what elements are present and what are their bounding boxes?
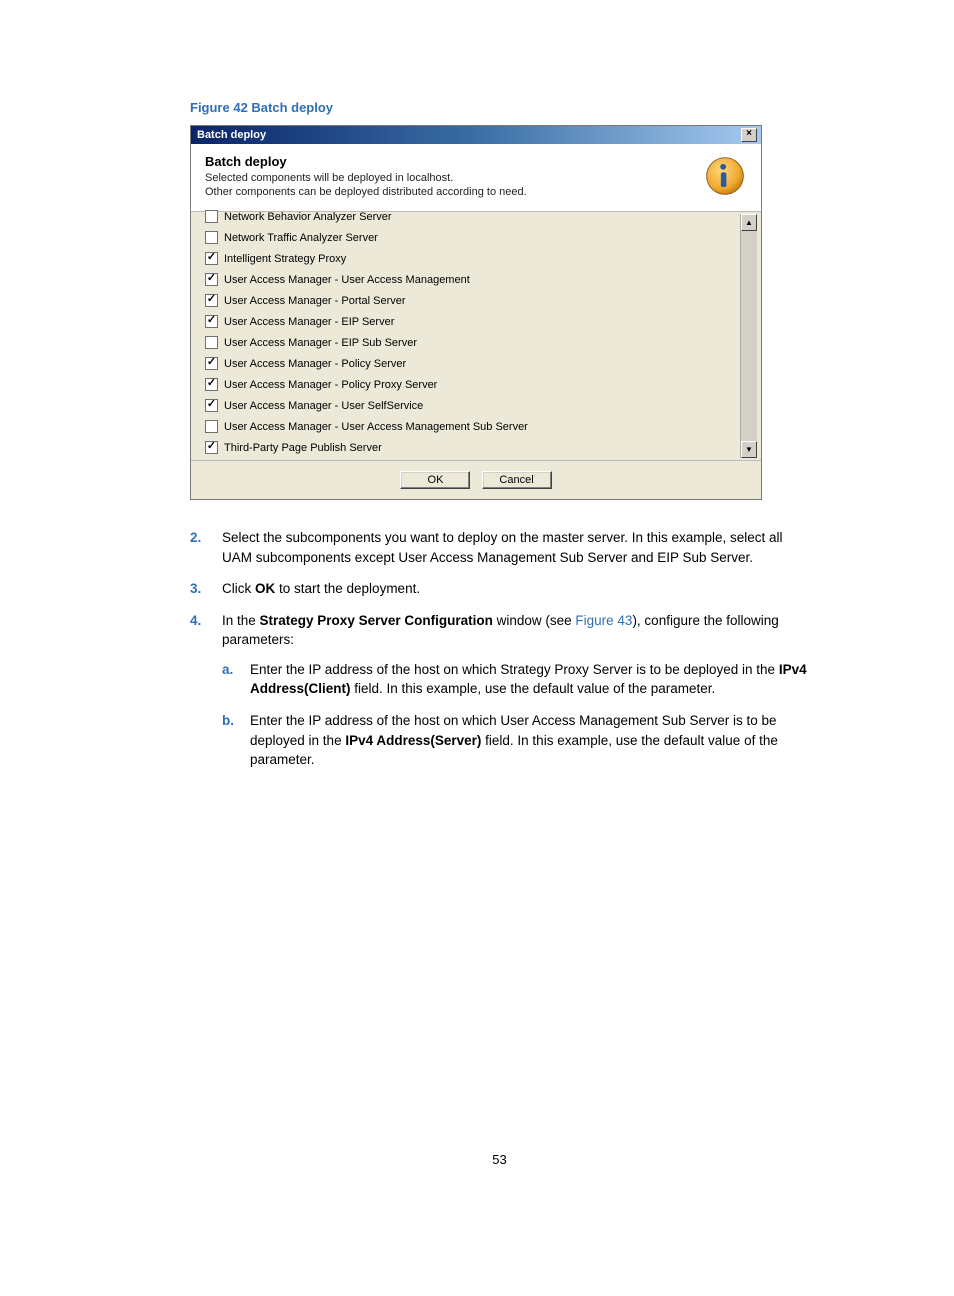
close-icon[interactable]: × xyxy=(741,128,757,142)
checkbox[interactable] xyxy=(205,231,218,244)
substep-number: b. xyxy=(222,711,250,770)
checkbox[interactable] xyxy=(205,273,218,286)
list-item-label: User Access Manager - Policy Server xyxy=(224,358,406,370)
checkbox[interactable] xyxy=(205,252,218,265)
list-item-label: User Access Manager - User SelfService xyxy=(224,400,423,412)
checkbox[interactable] xyxy=(205,378,218,391)
dialog-header-line2: Other components can be deployed distrib… xyxy=(205,185,527,199)
list-item[interactable]: User Access Manager - User Access Manage… xyxy=(205,416,736,437)
list-item-label: Intelligent Strategy Proxy xyxy=(224,253,346,265)
page-number: 53 xyxy=(190,1152,809,1167)
list-item-label: Network Traffic Analyzer Server xyxy=(224,232,378,244)
step-number: 3. xyxy=(190,579,222,599)
dialog-header-title: Batch deploy xyxy=(205,154,527,169)
checkbox[interactable] xyxy=(205,294,218,307)
list-item[interactable]: Intelligent Strategy Proxy xyxy=(205,248,736,269)
list-item[interactable]: User Access Manager - EIP Sub Server xyxy=(205,332,736,353)
checkbox[interactable] xyxy=(205,210,218,223)
step-3: 3. Click OK to start the deployment. xyxy=(190,579,809,599)
substep-a: a. Enter the IP address of the host on w… xyxy=(222,660,809,699)
list-item-label: User Access Manager - Portal Server xyxy=(224,295,406,307)
list-item[interactable]: Network Traffic Analyzer Server xyxy=(205,227,736,248)
list-item[interactable]: User Access Manager - User SelfService xyxy=(205,395,736,416)
step-body: In the Strategy Proxy Server Configurati… xyxy=(222,611,809,782)
list-item-label: User Access Manager - User Access Manage… xyxy=(224,421,528,433)
list-item-label: Third-Party Page Publish Server xyxy=(224,442,382,454)
instruction-steps: 2. Select the subcomponents you want to … xyxy=(190,528,809,782)
dialog-header: Batch deploy Selected components will be… xyxy=(191,144,761,212)
substep-number: a. xyxy=(222,660,250,699)
step-4: 4. In the Strategy Proxy Server Configur… xyxy=(190,611,809,782)
list-item[interactable]: Network Behavior Analyzer Server xyxy=(205,210,736,227)
substep-body: Enter the IP address of the host on whic… xyxy=(250,711,809,770)
step-number: 4. xyxy=(190,611,222,782)
titlebar-text: Batch deploy xyxy=(197,129,266,141)
list-item[interactable]: User Access Manager - EIP Server xyxy=(205,311,736,332)
substep-body: Enter the IP address of the host on whic… xyxy=(250,660,809,699)
component-list: Network Behavior Analyzer Server Network … xyxy=(191,212,761,460)
checkbox[interactable] xyxy=(205,357,218,370)
info-icon xyxy=(703,154,747,198)
titlebar: Batch deploy × xyxy=(191,126,761,144)
checkbox[interactable] xyxy=(205,315,218,328)
ok-button[interactable]: OK xyxy=(400,471,470,489)
checkbox[interactable] xyxy=(205,336,218,349)
list-item[interactable]: Third-Party Page Publish Server xyxy=(205,437,736,458)
dialog-header-line1: Selected components will be deployed in … xyxy=(205,171,527,185)
checkbox[interactable] xyxy=(205,420,218,433)
list-item[interactable]: User Access Manager - Policy Server xyxy=(205,353,736,374)
checkbox[interactable] xyxy=(205,441,218,454)
step-number: 2. xyxy=(190,528,222,567)
batch-deploy-dialog: Batch deploy × Batch deploy Selected com… xyxy=(190,125,762,500)
list-item[interactable]: User Access Manager - Policy Proxy Serve… xyxy=(205,374,736,395)
list-item[interactable]: User Access Manager - User Access Manage… xyxy=(205,269,736,290)
list-item-label: User Access Manager - EIP Server xyxy=(224,316,394,328)
step-body: Click OK to start the deployment. xyxy=(222,579,809,599)
list-item[interactable]: User Access Manager - Portal Server xyxy=(205,290,736,311)
figure-ref: Figure 43 xyxy=(575,613,632,628)
list-item-label: Network Behavior Analyzer Server xyxy=(224,211,392,223)
checkbox[interactable] xyxy=(205,399,218,412)
scrollbar[interactable]: ▲ ▼ xyxy=(740,214,757,458)
step-body: Select the subcomponents you want to dep… xyxy=(222,528,809,567)
list-item-label: User Access Manager - User Access Manage… xyxy=(224,274,470,286)
scroll-down-icon[interactable]: ▼ xyxy=(741,441,757,458)
scroll-up-icon[interactable]: ▲ xyxy=(741,214,757,231)
list-item-label: User Access Manager - EIP Sub Server xyxy=(224,337,417,349)
list-item-label: User Access Manager - Policy Proxy Serve… xyxy=(224,379,437,391)
step-2: 2. Select the subcomponents you want to … xyxy=(190,528,809,567)
dialog-buttons: OK Cancel xyxy=(191,460,761,499)
figure-caption: Figure 42 Batch deploy xyxy=(190,100,809,115)
substep-b: b. Enter the IP address of the host on w… xyxy=(222,711,809,770)
cancel-button[interactable]: Cancel xyxy=(482,471,552,489)
